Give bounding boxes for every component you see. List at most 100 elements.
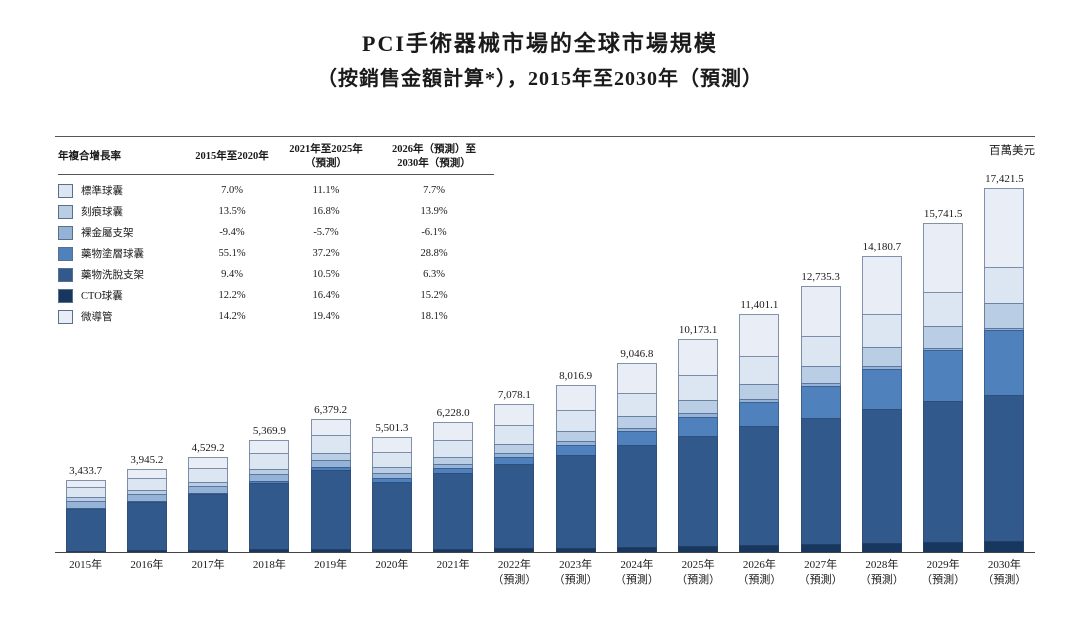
legend-swatch <box>58 288 73 303</box>
bar-segment <box>433 463 474 469</box>
legend-cagr-value: 18.1% <box>420 311 448 323</box>
bar-segment <box>371 481 412 550</box>
bar-segment <box>861 314 902 347</box>
bar-stack <box>310 418 351 552</box>
legend-series-label: 藥物洗脫支架 <box>81 270 144 282</box>
legend-swatch <box>58 246 73 261</box>
bar-value-label: 7,078.1 <box>497 389 531 402</box>
bar-value-label: 6,379.2 <box>314 403 348 416</box>
bar-segment <box>310 453 351 461</box>
bar-segment <box>800 383 841 387</box>
x-axis-label: 2022年 （預測） <box>492 559 537 586</box>
bar-segment <box>984 303 1025 328</box>
bar-segment <box>923 223 964 292</box>
bar-group: 4,529.2 <box>178 442 239 552</box>
bar-segment <box>923 325 964 348</box>
bar-group: 3,945.2 <box>116 454 177 552</box>
bar-segment <box>739 398 780 403</box>
legend-header-cell: 2021年至2025年 （預測） <box>289 144 363 169</box>
legend-series-label: 藥物塗層球囊 <box>81 249 144 261</box>
bar-segment <box>310 466 351 470</box>
legend-series-name: 標準球囊 <box>58 183 186 198</box>
bar-segment <box>371 477 412 482</box>
bar-segment <box>310 435 351 454</box>
bar-value-label: 10,173.1 <box>678 324 718 337</box>
x-axis-label: 2029年 （預測） <box>921 559 966 586</box>
bar-group: 11,401.1 <box>729 299 790 552</box>
bar-value-label: 14,180.7 <box>862 240 902 253</box>
legend-cagr-value: 7.0% <box>221 185 243 197</box>
bar-segment <box>984 327 1025 330</box>
legend-series-name: 藥物洗脫支架 <box>58 267 186 282</box>
legend-series-name: 裸金屬支架 <box>58 225 186 240</box>
bar-segment <box>65 550 106 552</box>
bar-segment <box>433 548 474 552</box>
x-axis-labels: 2015年 2016年 2017年 2018年 2019年 2020年 2021年 2022年… <box>55 558 1035 588</box>
x-axis-label: 2020年 <box>375 559 409 571</box>
bar-segment <box>739 545 780 552</box>
bar-group: 14,180.7 <box>851 241 912 552</box>
bar-value-label: 12,735.3 <box>801 270 840 283</box>
legend-header-cell: 2015年至2020年 <box>195 150 269 162</box>
bar-stack <box>861 255 902 552</box>
bar-segment <box>984 188 1025 268</box>
bars-row: 3,433.7 3,945.2 4,529.2 5,369.9 6,379.2 5,501… <box>55 160 1035 552</box>
bar-segment <box>126 478 167 491</box>
bar-value-label: 6,228.0 <box>436 406 470 419</box>
legend-row: 藥物洗脫支架 9.4% 10.5% 6.3% <box>58 264 494 285</box>
legend-cagr-value: 14.2% <box>218 311 246 323</box>
bar-segment <box>861 409 902 544</box>
legend-row: 裸金屬支架 -9.4% -5.7% -6.1% <box>58 222 494 243</box>
bar-segment <box>678 400 719 414</box>
legend-row: CTO球囊 12.2% 16.4% 15.2% <box>58 285 494 306</box>
legend-cagr-value: 13.9% <box>420 206 448 218</box>
bar-group: 6,228.0 <box>423 407 484 552</box>
bar-stack <box>616 363 657 552</box>
bar-segment <box>800 365 841 384</box>
bar-segment <box>678 339 719 375</box>
bar-group: 10,173.1 <box>668 324 729 552</box>
x-axis-label: 2015年 <box>69 559 103 571</box>
bar-segment <box>433 473 474 549</box>
bar-segment <box>433 421 474 440</box>
bar-segment <box>861 368 902 410</box>
bar-segment <box>494 404 535 426</box>
bar-segment <box>555 431 596 441</box>
bar-stack <box>800 285 841 552</box>
legend-cagr-value: 19.4% <box>312 311 340 323</box>
bar-segment <box>923 291 964 326</box>
bar-segment <box>616 416 657 428</box>
bar-stack <box>433 421 474 552</box>
bar-stack <box>65 479 106 552</box>
legend-series-label: 微導管 <box>81 312 113 324</box>
bar-segment <box>371 473 412 478</box>
legend-cagr-value: 16.4% <box>312 290 340 302</box>
legend-cagr-value: 10.5% <box>312 269 340 281</box>
bar-segment <box>433 468 474 474</box>
legend-header-row: 年複合增長率 2015年至2020年 2021年至2025年 （預測） 2026年（預… <box>58 142 494 176</box>
legend-series-name: 微導管 <box>58 309 186 324</box>
legend-series-name: CTO球囊 <box>58 288 186 303</box>
bar-segment <box>310 460 351 467</box>
bar-stack <box>494 404 535 552</box>
bar-segment <box>800 285 841 336</box>
bar-value-label: 11,401.1 <box>740 298 779 311</box>
bar-stack <box>188 457 229 552</box>
bar-segment <box>494 464 535 549</box>
bar-segment <box>65 508 106 551</box>
bar-value-label: 9,046.8 <box>620 348 654 361</box>
legend-cagr-value: 6.3% <box>423 269 445 281</box>
legend-swatch <box>58 309 73 324</box>
bar-segment <box>616 431 657 446</box>
legend-cagr-value: 55.1% <box>218 248 246 260</box>
bar-stack <box>555 384 596 552</box>
bar-segment <box>188 492 229 494</box>
bar-group: 7,078.1 <box>484 389 545 552</box>
bar-segment <box>126 500 167 502</box>
bar-segment <box>494 444 535 453</box>
chart-subtitle: （按銷售金額計算*），2015年至2030年（預測） <box>317 68 763 90</box>
bar-segment <box>616 363 657 394</box>
bar-segment <box>555 454 596 548</box>
bar-segment <box>494 456 535 465</box>
bar-stack <box>371 437 412 552</box>
